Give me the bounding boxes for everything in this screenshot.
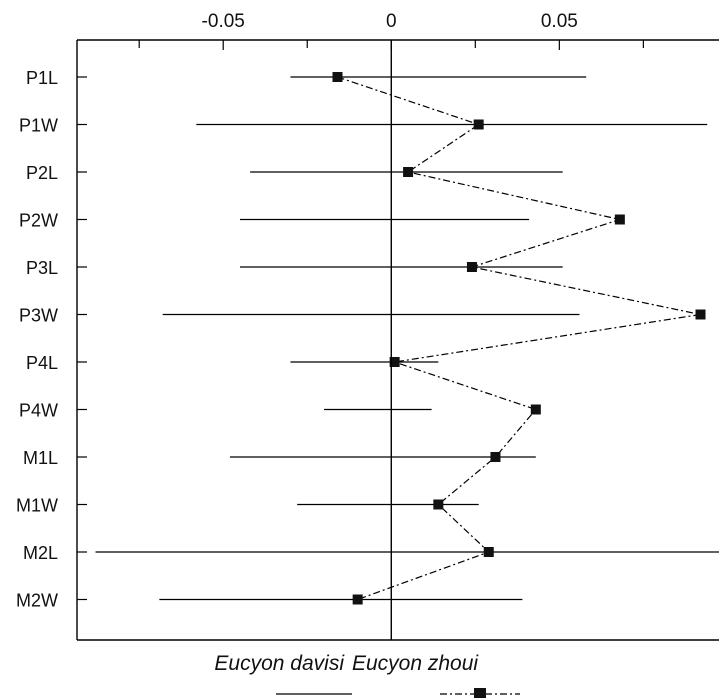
zhoui-marker (433, 499, 444, 510)
x-tick-label: 0.05 (541, 11, 578, 32)
zhoui-marker (466, 262, 477, 272)
y-tick-label: P4W (19, 401, 58, 421)
y-tick-label: P4L (26, 353, 58, 373)
x-tick-label: -0.05 (202, 11, 245, 32)
zhoui-marker (614, 214, 625, 225)
zhoui-marker (403, 167, 414, 177)
y-tick-label: P2W (19, 211, 58, 231)
zhoui-marker (389, 357, 400, 367)
x-tick-label: 0 (386, 11, 397, 32)
zhoui-marker (473, 119, 484, 130)
y-axis-ticks: P1L P1W P2L P2W P3L P3W P4L P4W M1L M1W M2L M2W (16, 68, 87, 611)
y-tick-label: M1L (23, 448, 58, 468)
x-axis-ticks: -0.05 0 0.05 (138, 11, 644, 50)
zhoui-marker (352, 594, 363, 605)
zhoui-marker (332, 72, 343, 82)
zhoui-marker (695, 309, 706, 320)
y-tick-label: P2L (26, 163, 58, 183)
legend-label-zhoui: Eucyon zhoui (352, 652, 479, 675)
legend-label-davisi: Eucyon davisi (214, 652, 345, 675)
legend-marker-zhoui (474, 688, 486, 698)
zhoui-connector (337, 76, 701, 601)
zhoui-line (337, 76, 701, 601)
legend: Eucyon davisi Eucyon zhoui (214, 652, 520, 698)
y-tick-label: P3W (19, 306, 58, 326)
y-tick-label: M2L (23, 543, 58, 563)
zhoui-marker (530, 404, 541, 415)
y-tick-label: P1L (26, 68, 58, 88)
zhoui-marker (490, 452, 501, 462)
davisi-range-lines (95, 76, 719, 601)
zhoui-marker (483, 547, 494, 557)
y-tick-label: P1W (19, 116, 58, 136)
y-tick-label: M1W (16, 496, 58, 516)
y-tick-label: P3L (26, 258, 58, 278)
zhoui-markers (332, 72, 706, 605)
y-tick-label: M2W (16, 591, 58, 611)
